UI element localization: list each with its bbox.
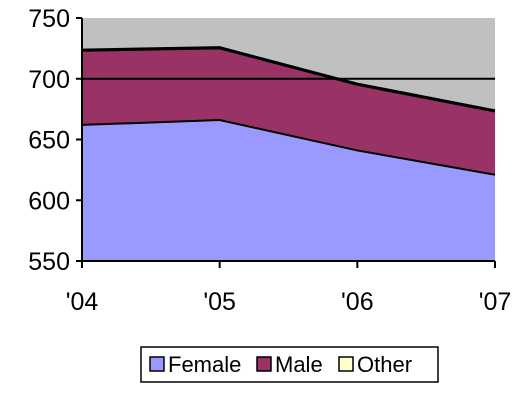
legend-item-male: Male [256, 352, 323, 377]
legend-item-female: Female [149, 352, 241, 377]
x-tick-label: '04 [66, 288, 99, 316]
legend-swatch [338, 356, 354, 372]
legend-swatch [256, 356, 272, 372]
series-line-female [81, 119, 496, 176]
series-line-male [81, 47, 496, 113]
area-series [81, 46, 496, 261]
x-tick-label: '06 [341, 288, 374, 316]
legend-label: Other [357, 352, 412, 377]
y-tick-label: 650 [28, 127, 70, 155]
y-tick-label: 550 [28, 248, 70, 276]
legend-swatch [149, 356, 165, 372]
area-female [82, 120, 495, 261]
x-tick-label: '07 [479, 288, 512, 316]
area-male [82, 48, 495, 175]
legend-box [140, 346, 439, 383]
y-axis-ticks: 550 600 650 700 750 [28, 5, 82, 276]
y-tick-label: 750 [28, 5, 70, 33]
legend-item-other: Other [338, 352, 412, 377]
y-tick-label: 600 [28, 187, 70, 215]
x-tick-label: '05 [203, 288, 236, 316]
legend: Female Male Other [140, 346, 439, 383]
legend-label: Female [168, 352, 241, 377]
x-axis-ticks: '04 '05 '06 '07 [66, 261, 512, 316]
y-tick-label: 700 [28, 66, 70, 94]
legend-label: Male [275, 352, 323, 377]
series-line-other [81, 46, 496, 112]
